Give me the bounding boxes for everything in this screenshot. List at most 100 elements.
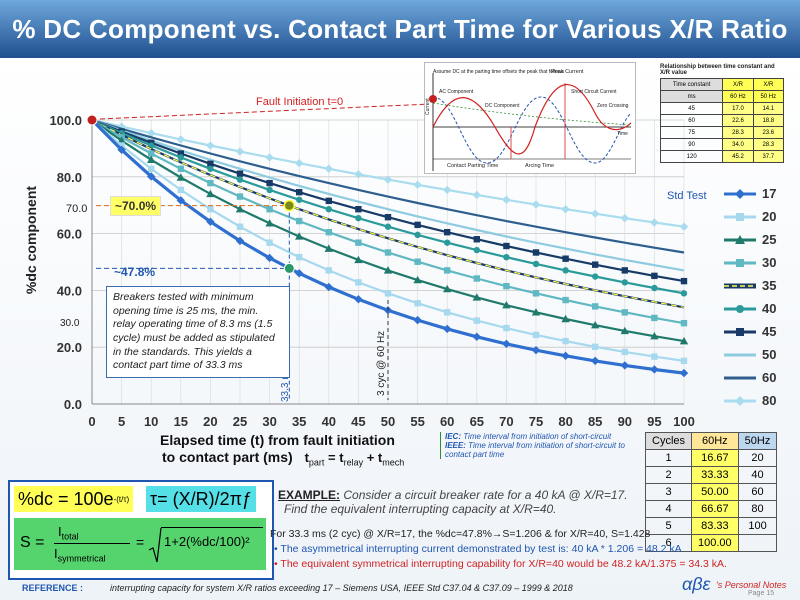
data-point (680, 357, 688, 365)
data-point (265, 219, 274, 227)
data-point (651, 353, 658, 360)
data-point (680, 277, 688, 285)
data-point (413, 180, 422, 190)
cycles-row: 1 16.67 20 (644, 449, 778, 467)
data-point (384, 290, 392, 297)
legend-item-30: 30 (722, 255, 776, 270)
data-point (502, 339, 511, 349)
rel-cell: 90 (659, 138, 724, 151)
s-fraction-bar (54, 543, 130, 544)
data-point (266, 239, 273, 246)
origin-marker (86, 114, 98, 126)
rel-cell: 60 (659, 114, 724, 127)
legend-label: 25 (762, 232, 777, 247)
cycles-header-row: Cycles 60Hz 50Hz (644, 432, 778, 450)
cycles-row: 2 33.33 40 (644, 466, 778, 484)
data-point (651, 284, 658, 292)
s-formula: S = Itotal Isymmetrical = 1+2(%dc/100)² (14, 518, 266, 570)
data-point (296, 188, 303, 196)
rel-cell: 45.2 (722, 150, 754, 163)
example-line3: For 33.3 ms (2 cyc) @ X/R=17, the %dc=47… (270, 528, 651, 540)
data-point (296, 253, 303, 261)
example-line2: Find the equivalent interrupting capacit… (284, 502, 557, 516)
reference-label: REFERENCE : (22, 583, 84, 593)
data-point (679, 336, 689, 345)
rel-cell: 37.7 (752, 150, 785, 163)
x-tick-label: 55 (410, 414, 424, 429)
rel-cell: 34.0 (722, 138, 754, 151)
example-heading: EXAMPLE: (278, 488, 341, 502)
dc-formula-base: %dc = 100e (18, 488, 114, 509)
data-point (443, 324, 452, 334)
data-point (325, 205, 332, 213)
x-tick-label: 70 (499, 414, 513, 429)
rel-h2-2: 50 Hz (752, 90, 785, 103)
page-title: % DC Component vs. Contact Part Time for… (0, 0, 800, 58)
data-point (354, 170, 363, 179)
x-axis-label-line2: to contact part (ms) (162, 448, 293, 465)
legend-swatch (724, 258, 756, 267)
data-point (414, 258, 421, 265)
data-point (296, 217, 303, 225)
data-point (502, 195, 511, 204)
data-point (562, 255, 569, 262)
data-point (177, 154, 184, 161)
example-bullet1-text: The asymmetrical interrupting current de… (280, 543, 682, 555)
example-bullet2-text: The equivalent symmetrical interrupting … (280, 558, 727, 570)
data-point (444, 267, 451, 274)
tau-formula: τ= (X/R)/2πƒ (146, 486, 257, 512)
x-tick-label: 30 (262, 414, 276, 429)
data-point (620, 326, 629, 335)
data-point (176, 173, 185, 181)
legend-label: 50 (762, 347, 777, 362)
wf-peak-label: Peak Current (551, 69, 584, 75)
legend-item-20: 20 (722, 209, 776, 224)
data-point (679, 368, 689, 378)
x-axis-label-line2-wrap: to contact part (ms) tpart = trelay + tm… (162, 449, 404, 468)
x-tick-label: 15 (174, 414, 188, 429)
wf-ac-label: AC Component (439, 89, 474, 95)
point-47 (283, 262, 295, 274)
legend-item-35: 35 (722, 278, 776, 293)
wf-assume-label: Assume DC at the parting time offsets th… (433, 69, 565, 75)
series-highlight-35 (91, 119, 685, 308)
relationship-table-panel: Relationship between time constant and X… (659, 64, 785, 163)
data-point (562, 267, 569, 274)
data-point (621, 279, 628, 286)
x-tick-label: 0 (88, 414, 95, 429)
legend-swatch (724, 304, 756, 313)
x-tick-label: 75 (529, 414, 543, 429)
formula-panel: %dc = 100e -(t/τ) τ= (X/R)/2πƒ S = Itotal… (8, 480, 274, 580)
data-point (473, 246, 480, 254)
legend-swatch (724, 234, 756, 244)
rel-h2-0: ms (659, 90, 724, 103)
note-box: Breakers tested with minimum opening tim… (106, 286, 290, 378)
data-point (354, 295, 363, 304)
data-point (236, 193, 244, 200)
wf-sc-label: Short Circuit Current (571, 89, 617, 95)
relationship-table-title: Relationship between time constant and X… (660, 64, 775, 76)
cycles-cell: 1 (644, 449, 693, 467)
example-line1: EXAMPLE: Consider a circuit breaker rate… (278, 488, 788, 502)
cycles-row: 6 100.00 (644, 534, 778, 552)
data-point (592, 261, 599, 268)
wf-current-label: Current (425, 98, 431, 115)
sqrt-sign (148, 527, 162, 563)
t-relay-sub: relay (343, 457, 364, 468)
data-point (296, 196, 303, 203)
data-point (473, 317, 480, 324)
data-point (325, 197, 332, 205)
cycles-cell: 40 (737, 466, 778, 484)
data-point (503, 242, 510, 250)
legend-item-45: 45 (722, 324, 776, 339)
data-point (176, 196, 185, 205)
data-point (531, 308, 541, 316)
cycles-table-panel: Cycles 60Hz 50Hz 1 16.67 20 2 33.33 40 3 50.0… (644, 432, 778, 552)
x-tick-label: 80 (558, 414, 572, 429)
cycles-cell: 33.33 (691, 466, 739, 484)
data-point (148, 150, 155, 157)
legend-swatch (724, 327, 756, 336)
y-tick-label: 100.0 (49, 113, 82, 128)
wf-contact-label: Contact Parting Time (447, 163, 498, 169)
rel-cell: 18.8 (752, 114, 785, 127)
